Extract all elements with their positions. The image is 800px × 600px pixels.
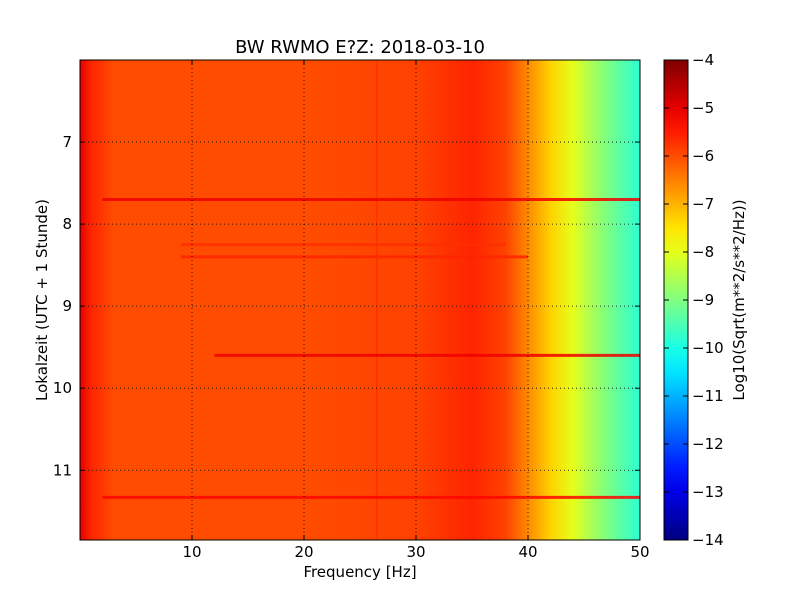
colorbar-tick-label-2: −6 bbox=[692, 147, 714, 165]
y-axis-label: Lokalzeit (UTC + 1 Stunde) bbox=[33, 199, 51, 401]
x-tick-label-0: 10 bbox=[182, 543, 201, 561]
plot-frame bbox=[79, 59, 641, 541]
colorbar-tick-label-0: −4 bbox=[692, 51, 714, 69]
y-tick-label-2: 9 bbox=[62, 297, 72, 315]
colorbar-tick-label-7: −11 bbox=[692, 387, 724, 405]
y-tick-label-3: 10 bbox=[53, 379, 72, 397]
colorbar-label: Log10(Sqrt(m**2/s**2/Hz)) bbox=[730, 199, 748, 400]
colorbar-tick-label-5: −9 bbox=[692, 291, 714, 309]
colorbar-tick-label-10: −14 bbox=[692, 531, 724, 549]
spectrogram-image bbox=[80, 60, 640, 540]
colorbar-tick-label-6: −10 bbox=[692, 339, 724, 357]
x-tick-label-2: 30 bbox=[406, 543, 425, 561]
plot-area: 10 20 30 40 50 7 8 9 10 11 bbox=[53, 59, 650, 561]
y-tick-label-1: 8 bbox=[62, 215, 72, 233]
y-tick-label-4: 11 bbox=[53, 461, 72, 479]
x-tick-label-3: 40 bbox=[518, 543, 537, 561]
colorbar-tick-label-8: −12 bbox=[692, 435, 724, 453]
colorbar-tick-label-1: −5 bbox=[692, 99, 714, 117]
colorbar: −4 −5 −6 −7 −8 −9 −10 −11 −12 −13 −14 bbox=[663, 51, 724, 549]
x-tick-label-1: 20 bbox=[294, 543, 313, 561]
x-axis-label: Frequency [Hz] bbox=[303, 563, 416, 581]
colorbar-tick-label-4: −8 bbox=[692, 243, 714, 261]
colorbar-tick-label-9: −13 bbox=[692, 483, 724, 501]
y-tick-label-0: 7 bbox=[62, 133, 72, 151]
x-tick-label-4: 50 bbox=[630, 543, 649, 561]
colorbar-tick-label-3: −7 bbox=[692, 195, 714, 213]
chart-title: BW RWMO E?Z: 2018-03-10 bbox=[235, 37, 485, 58]
